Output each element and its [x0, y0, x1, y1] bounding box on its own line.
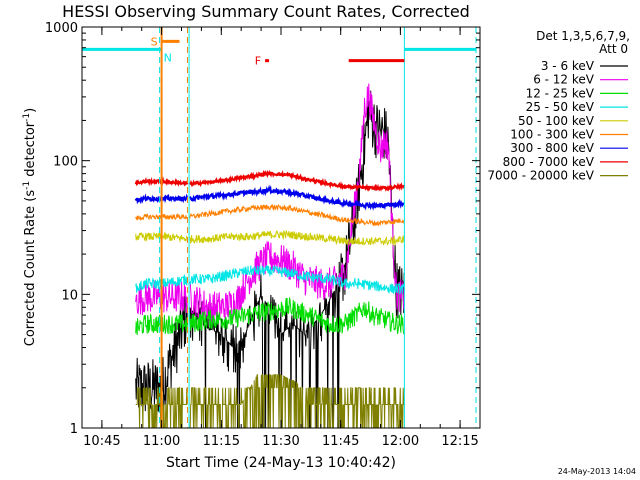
y-tick-label: 1	[70, 422, 78, 437]
legend-label-3-6-kev-kev: 3 - 6 keV	[541, 59, 595, 73]
series-50-100-kev-kev-line	[135, 229, 405, 247]
legend-label-50-100-kev-kev: 50 - 100 keV	[518, 114, 595, 128]
x-tick-label: 11:00	[143, 434, 180, 449]
status-flag-n: N	[164, 51, 172, 64]
legend-label-7000-20000-kev-kev: 7000 - 20000 keV	[487, 169, 594, 183]
y-tick-label: 100	[53, 155, 78, 170]
x-tick-label: 11:15	[203, 434, 240, 449]
x-tick-label: 10:45	[83, 434, 120, 449]
x-tick-label: 11:45	[322, 434, 359, 449]
series-300-800-kev-kev-line	[134, 184, 405, 211]
y-axis-label: Corrected Count Rate (s-1 detector-1)	[22, 108, 38, 346]
status-flag-f: F	[255, 55, 261, 68]
legend-label-300-800-kev-kev: 300 - 800 keV	[510, 141, 594, 155]
chart-title: HESSI Observing Summary Count Rates, Cor…	[62, 2, 470, 21]
y-tick-label: 10	[61, 288, 78, 303]
x-tick-label: 12:15	[441, 434, 478, 449]
legend-label-12-25-kev-kev: 12 - 25 keV	[526, 86, 595, 100]
x-tick-label: 11:30	[262, 434, 299, 449]
legend-label-100-300-kev-kev: 100 - 300 keV	[510, 128, 594, 142]
series-7000-20000-kev-kev-line	[135, 374, 405, 428]
legend-label-6-12-kev-kev: 6 - 12 keV	[533, 73, 595, 87]
x-axis-label: Start Time (24-May-13 10:40:42)	[166, 455, 396, 471]
y-tick-label: 1000	[45, 21, 78, 36]
legend-label-800-7000-kev-kev: 800 - 7000 keV	[503, 155, 595, 169]
legend-label-25-50-kev-kev: 25 - 50 keV	[526, 100, 595, 114]
x-tick-label: 12:00	[382, 434, 419, 449]
footer-timestamp: 24-May-2013 14:04	[558, 467, 636, 476]
legend-header-line2: Att 0	[599, 42, 628, 56]
status-flag-s: S	[151, 35, 158, 48]
legend-header-line1: Det 1,3,5,6,7,9,	[536, 29, 630, 43]
